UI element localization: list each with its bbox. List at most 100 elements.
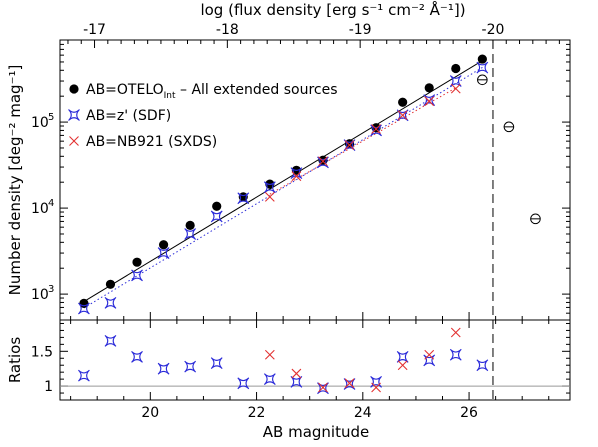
- fit-line-dotted: [83, 65, 486, 309]
- fit-line-solid: [83, 58, 486, 302]
- sxds-cross-marker: [344, 140, 355, 150]
- cross-stroke: [318, 382, 328, 393]
- sdf-star-marker: [290, 376, 303, 388]
- otelo-dot-marker: [105, 279, 116, 289]
- x-tick-label: 24: [354, 405, 372, 421]
- cross-stroke: [450, 83, 461, 94]
- x-tick-label: 26: [460, 405, 478, 421]
- top-tick-label: -17: [83, 22, 106, 38]
- incomplete-theta-marker: [503, 121, 515, 133]
- legend-label: AB=NB921 (SXDS): [86, 134, 217, 150]
- sxds-cross-marker: [450, 83, 461, 94]
- sdf-star-marker: [131, 350, 143, 363]
- sdf-star-marker: [104, 297, 117, 309]
- sxds-cross-marker: [264, 191, 275, 202]
- cross-stroke: [344, 378, 355, 389]
- legend: AB=OTELOInt – All extended sources AB=z' …: [68, 82, 338, 150]
- sdf-star-marker: [343, 139, 356, 151]
- top-tick-label: -20: [482, 22, 505, 38]
- x-tick-label: 20: [141, 405, 159, 421]
- cross-stroke: [450, 327, 461, 338]
- sdf-star-marker: [476, 359, 489, 372]
- y-tick-exponent: 4: [48, 198, 54, 209]
- sdf-star-marker: [449, 75, 462, 87]
- sxds-cross-marker: [318, 382, 328, 393]
- sxds-cross-marker: [397, 110, 408, 121]
- sxds-cross-marker: [291, 171, 302, 182]
- otelo-dot-marker: [69, 84, 79, 94]
- sxds-cross-marker: [371, 382, 381, 393]
- sdf-star-marker: [68, 109, 80, 121]
- cross-stroke: [291, 368, 302, 379]
- otelo-dot-marker: [477, 54, 487, 64]
- cross-stroke: [371, 382, 381, 393]
- sdf-star-marker: [423, 354, 436, 367]
- top-flux-axis: -17 -18 -19 -20: [83, 22, 504, 38]
- cross-stroke: [424, 96, 435, 107]
- sdf-star-marker: [449, 348, 462, 361]
- bottom-axis-title: AB magnitude: [263, 423, 369, 441]
- cross-stroke: [291, 171, 302, 182]
- legend-label: AB=OTELOInt – All extended sources: [86, 82, 338, 101]
- y-tick-exponent: 5: [48, 112, 54, 123]
- sdf-star-marker: [184, 360, 197, 373]
- otelo-dot-marker: [212, 201, 222, 211]
- otelo-dot-marker: [158, 240, 169, 250]
- sxds-cross-marker: [371, 124, 381, 134]
- y-tick-label: 10: [31, 201, 49, 217]
- sxds-cross-marker: [69, 136, 79, 146]
- top-axis-title: log (flux density [erg s⁻¹ cm⁻² Å⁻¹]): [200, 0, 465, 19]
- sxds-cross-marker: [318, 156, 328, 167]
- sdf-star-marker: [78, 369, 90, 382]
- sdf-star-marker: [131, 269, 143, 282]
- ratio-y-axis-title: Ratios: [6, 337, 24, 384]
- otelo-dot-marker: [185, 220, 195, 230]
- cross-stroke: [69, 136, 79, 146]
- fit-lines: [83, 58, 486, 309]
- cross-stroke: [424, 349, 435, 360]
- legend-label: AB=z' (SDF): [86, 108, 171, 124]
- sxds-cross-marker: [397, 360, 408, 371]
- sxds-cross-marker: [424, 96, 435, 107]
- cross-stroke: [397, 360, 408, 371]
- sdf-star-marker: [237, 192, 250, 205]
- legend-label-suffix: – All extended sources: [176, 82, 338, 98]
- y-tick-label: 10: [31, 115, 49, 131]
- otelo-dot-marker: [424, 83, 434, 93]
- sdf-star-marker: [237, 377, 250, 390]
- cross-stroke: [397, 110, 408, 121]
- ratio-panel-frame: [59, 319, 571, 401]
- y-tick-exponent: 3: [48, 284, 54, 295]
- sdf-star-marker: [423, 94, 436, 107]
- legend-label-subscript: Int: [164, 91, 176, 101]
- top-tick-label: -19: [349, 22, 372, 38]
- sdf-star-marker: [104, 334, 117, 347]
- sdf-star-marker: [210, 357, 223, 370]
- main-y-axis-title: Number density [deg⁻² mag⁻¹]: [6, 65, 24, 296]
- sdf-star-marker: [157, 362, 170, 375]
- cross-stroke: [318, 156, 328, 167]
- sdf-star-marker: [263, 373, 276, 386]
- ratio-panel: 11.5: [31, 319, 571, 401]
- otelo-dot-marker: [132, 257, 142, 267]
- legend-label-text: AB=z' (SDF): [86, 108, 171, 124]
- sdf-star-marker: [210, 210, 223, 223]
- sxds-cross-marker: [291, 368, 302, 379]
- main-data-points: [78, 54, 541, 315]
- top-tick-label: -18: [216, 22, 239, 38]
- otelo-dot-marker: [398, 97, 408, 107]
- bottom-x-axis: 20 22 24 26: [141, 405, 478, 421]
- sxds-cross-marker: [450, 327, 461, 338]
- otelo-dot-marker: [451, 63, 461, 74]
- incomplete-theta-marker: [477, 74, 488, 86]
- cross-stroke: [371, 124, 381, 134]
- sxds-cross-marker: [424, 349, 435, 360]
- ratio-data-points: [78, 327, 489, 395]
- sxds-cross-marker: [344, 378, 355, 389]
- x-tick-label: 22: [248, 405, 266, 421]
- sxds-cross-marker: [264, 349, 275, 360]
- ratio-tick-label: 1: [44, 379, 53, 395]
- y-tick-label: 10: [31, 287, 49, 303]
